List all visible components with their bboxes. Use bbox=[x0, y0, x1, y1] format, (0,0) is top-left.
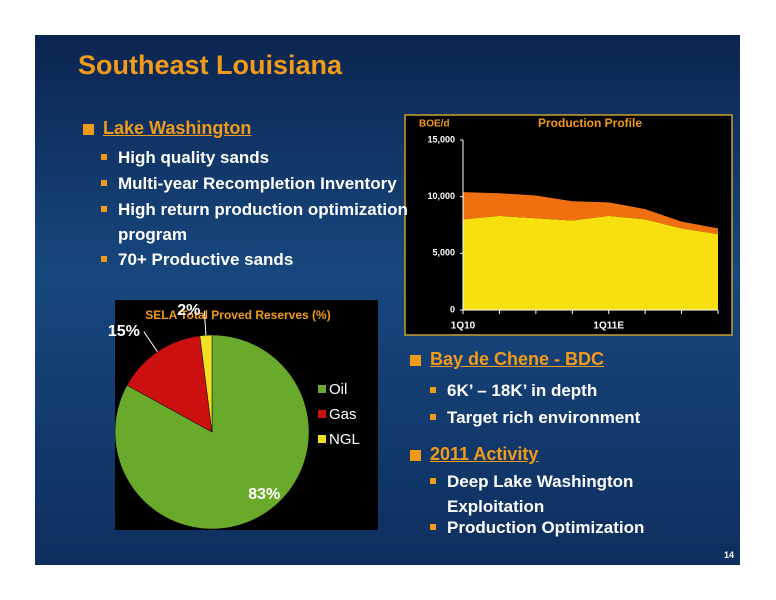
bullet-marker bbox=[430, 414, 436, 420]
x-tick-label: 1Q10 bbox=[451, 321, 476, 332]
data-label: 83% bbox=[248, 486, 280, 503]
legend-label: NGL bbox=[329, 431, 360, 448]
bullet-marker bbox=[430, 524, 436, 530]
data-label: 15% bbox=[108, 323, 140, 340]
bullet-marker bbox=[101, 256, 107, 262]
pie-slice bbox=[199, 334, 213, 433]
y-tick-label: 5,000 bbox=[432, 248, 455, 258]
pie-slice bbox=[114, 334, 310, 530]
legend-label: Gas bbox=[329, 406, 357, 423]
legend-label: Oil bbox=[329, 381, 347, 398]
page-number: 14 bbox=[724, 550, 735, 560]
bullet-text: Target rich environment bbox=[447, 408, 641, 427]
y-tick-label: 15,000 bbox=[427, 134, 455, 144]
bullet-marker bbox=[101, 206, 107, 212]
area-series bbox=[463, 215, 718, 310]
bullet-text: Production Optimization bbox=[447, 518, 645, 537]
data-label: 2% bbox=[177, 302, 200, 319]
bullet-text: 6K’ – 18K’ in depth bbox=[447, 381, 598, 400]
bullet-marker bbox=[430, 478, 436, 484]
leader-line bbox=[143, 331, 158, 353]
legend-swatch bbox=[318, 435, 326, 443]
chart-title: SELA Total Proved Reserves (%) bbox=[145, 308, 330, 322]
pie-slice bbox=[126, 335, 213, 433]
leader-line bbox=[203, 310, 207, 336]
legend-swatch bbox=[318, 385, 326, 393]
x-tick-label: 1Q11E bbox=[593, 321, 624, 332]
area-series bbox=[463, 192, 718, 235]
chart-title: Production Profile bbox=[538, 116, 642, 130]
y-tick-label: 0 bbox=[450, 304, 455, 314]
heading-marker bbox=[410, 355, 421, 366]
bullet-text: 70+ Productive sands bbox=[118, 250, 294, 269]
section-heading: Bay de Chene - BDC bbox=[430, 349, 605, 369]
heading-marker bbox=[410, 450, 421, 461]
bullet-text: Multi-year Recompletion Inventory bbox=[118, 174, 397, 193]
bullet-marker bbox=[101, 154, 107, 160]
heading-marker bbox=[83, 124, 94, 135]
bullet-text: High return production optimization prog… bbox=[118, 200, 408, 244]
bullet-marker bbox=[430, 387, 436, 393]
section-heading: 2011 Activity bbox=[430, 444, 539, 464]
legend-swatch bbox=[318, 410, 326, 418]
bullet-text: Deep Lake Washington Exploitation bbox=[447, 472, 634, 516]
y-tick-label: 10,000 bbox=[427, 191, 455, 201]
y-axis-label: BOE/d bbox=[419, 119, 450, 130]
bullet-text: High quality sands bbox=[118, 148, 270, 167]
section-heading: Lake Washington bbox=[103, 118, 252, 138]
slide-title: Southeast Louisiana bbox=[78, 50, 343, 80]
bullet-marker bbox=[101, 180, 107, 186]
